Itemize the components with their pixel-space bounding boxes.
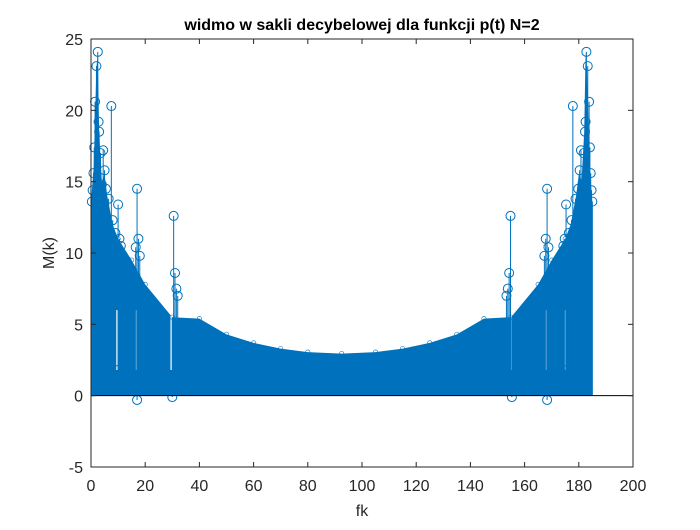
x-tick-label: 180 xyxy=(565,478,592,495)
y-tick-label: 15 xyxy=(65,175,83,192)
stem-marker xyxy=(582,61,593,72)
x-tick-label: 120 xyxy=(403,478,430,495)
x-tick-label: 100 xyxy=(349,478,376,495)
stem-marker xyxy=(581,46,592,57)
stem-marker xyxy=(580,126,591,137)
stem-marker xyxy=(573,183,584,194)
stem-marker xyxy=(132,183,143,194)
stem-marker xyxy=(574,165,585,176)
stem-marker xyxy=(561,364,572,375)
stem-marker xyxy=(115,240,126,251)
stem-marker xyxy=(224,331,230,337)
stem-envelope xyxy=(91,53,593,396)
stem-marker xyxy=(305,349,311,355)
stem-marker xyxy=(427,340,433,346)
stem-marker xyxy=(567,101,578,112)
chart-title: widmo w sakli decybelowej dla funkcji p(… xyxy=(183,17,539,34)
stem-marker xyxy=(87,185,98,196)
stem-marker xyxy=(506,392,517,403)
stem-marker xyxy=(502,283,513,294)
stem-marker xyxy=(504,267,515,278)
stem-marker xyxy=(580,116,591,127)
stem-marker xyxy=(171,283,182,294)
x-tick-label: 140 xyxy=(457,478,484,495)
stem-marker xyxy=(584,96,595,107)
y-axis-ticks: -5 0 5 10 15 20 25 xyxy=(65,32,633,477)
stem-marker xyxy=(169,314,175,320)
x-tick-label: 0 xyxy=(87,478,96,495)
y-tick-label: 25 xyxy=(65,32,83,49)
stem-marker xyxy=(93,116,104,127)
stem-marker xyxy=(94,126,105,137)
stem-marker xyxy=(535,281,541,287)
stem-marker xyxy=(454,331,460,337)
stem-marker xyxy=(539,250,550,261)
stem-marker xyxy=(542,183,553,194)
stem-marker xyxy=(339,351,345,357)
stem-marker xyxy=(549,257,555,263)
stem-marker xyxy=(113,199,124,210)
stem-marker xyxy=(113,364,124,375)
y-tick-label: 5 xyxy=(74,317,83,334)
stem-marker xyxy=(99,165,110,176)
stem-marker xyxy=(100,183,111,194)
stem-marker xyxy=(570,193,581,204)
stem-marker xyxy=(251,340,257,346)
x-tick-label: 60 xyxy=(245,478,263,495)
stem-marker xyxy=(400,346,406,352)
stem-marker xyxy=(575,145,586,156)
stem-marker xyxy=(558,240,569,251)
stem-marker xyxy=(103,193,114,204)
x-tick-label: 160 xyxy=(511,478,538,495)
stem-marker xyxy=(172,290,183,301)
stem-marker xyxy=(196,316,202,322)
stem-marker xyxy=(481,316,487,322)
stem-marker xyxy=(540,233,551,244)
stem-marker xyxy=(98,145,109,156)
stem-marker xyxy=(561,199,572,210)
x-axis-label: fk xyxy=(356,503,369,520)
stem-marker xyxy=(107,215,118,226)
x-tick-label: 40 xyxy=(191,478,209,495)
stem-marker xyxy=(278,346,284,352)
stem-marker xyxy=(167,392,178,403)
stem-marker xyxy=(91,61,102,72)
stem-marker xyxy=(115,236,121,242)
stem-marker xyxy=(129,257,135,263)
stem-marker xyxy=(578,148,589,159)
y-axis-label: M(k) xyxy=(41,237,58,269)
stem-marker xyxy=(559,233,570,244)
x-axis-ticks: 0 20 40 60 80 100 120 140 160 180 200 xyxy=(87,39,647,495)
stem-marker xyxy=(106,101,117,112)
stem-marker xyxy=(92,46,103,57)
stem-markers xyxy=(86,46,598,405)
stem-marker xyxy=(170,267,181,278)
stem-marker xyxy=(566,215,577,226)
stem-marker xyxy=(142,281,148,287)
y-tick-label: 0 xyxy=(74,389,83,406)
stem-marker xyxy=(133,233,144,244)
x-tick-label: 20 xyxy=(136,478,154,495)
stem-marker xyxy=(508,314,514,320)
x-tick-label: 200 xyxy=(620,478,647,495)
stem-marker xyxy=(501,290,512,301)
stem-marker xyxy=(562,236,568,242)
axes-background xyxy=(91,39,633,467)
stem-marker xyxy=(586,185,597,196)
stem-marker xyxy=(373,349,379,355)
stem-marker xyxy=(114,233,125,244)
y-tick-label: -5 xyxy=(69,460,83,477)
y-tick-label: 20 xyxy=(65,103,83,120)
stem-marker xyxy=(505,210,516,221)
y-tick-label: 10 xyxy=(65,246,83,263)
stem-marker xyxy=(168,210,179,221)
x-tick-label: 80 xyxy=(299,478,317,495)
stem-marker xyxy=(134,250,145,261)
stem-marker xyxy=(95,148,106,159)
